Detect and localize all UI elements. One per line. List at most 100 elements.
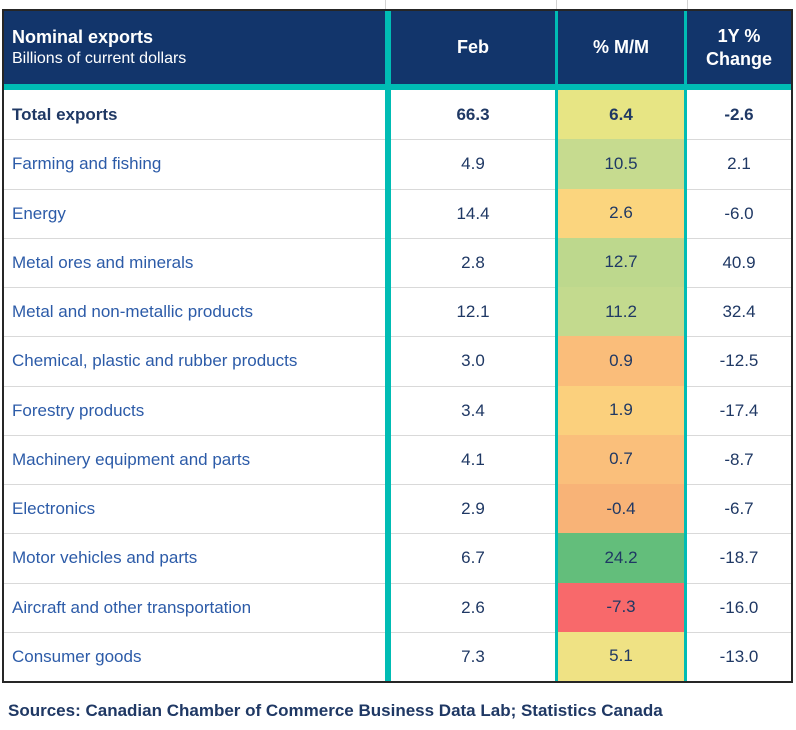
column-divider [385, 434, 391, 484]
mm-value: 6.4 [558, 90, 684, 140]
feb-value: 66.3 [456, 104, 490, 124]
yoy-value: -6.7 [687, 484, 791, 533]
header-yoy-text: 1Y % Change [706, 25, 772, 70]
mm-value: 0.7 [558, 434, 684, 484]
table-row: Metal ores and minerals 2.8 12.7 40.9 [4, 237, 791, 287]
yoy-value: -2.6 [724, 104, 754, 124]
feb-value: 7.3 [391, 631, 555, 681]
header-yoy: 1Y % Change [687, 11, 791, 84]
row-label: Chemical, plastic and rubber products [4, 336, 385, 385]
column-divider [684, 631, 687, 681]
column-divider [385, 11, 391, 84]
row-label: Metal and non-metallic products [4, 287, 385, 336]
yoy-value: -16.0 [687, 582, 791, 632]
yoy-value: -13.0 [687, 631, 791, 681]
column-divider [385, 582, 391, 632]
spreadsheet-gridline [687, 0, 688, 9]
header-yoy-line1: 1Y % [717, 26, 761, 46]
header-yoy-line2: Change [705, 48, 772, 69]
feb-value: 4.1 [391, 434, 555, 484]
feb-value: 4.9 [391, 139, 555, 188]
header-feb: Feb [456, 37, 489, 58]
column-divider [684, 90, 687, 140]
column-divider [555, 188, 558, 238]
column-divider [385, 188, 391, 238]
mm-value: 1.9 [558, 385, 684, 435]
column-divider [555, 533, 558, 583]
column-divider [385, 631, 391, 681]
table-row: Forestry products 3.4 1.9 -17.4 [4, 385, 791, 435]
feb-value: 14.4 [391, 188, 555, 238]
mm-value: 24.2 [558, 533, 684, 583]
feb-value: 2.6 [391, 582, 555, 632]
mm-value: 0.9 [558, 336, 684, 386]
table-row: Aircraft and other transportation 2.6 -7… [4, 582, 791, 632]
yoy-value: 32.4 [687, 287, 791, 336]
column-divider [385, 533, 391, 583]
header-underline [4, 84, 791, 90]
mm-value: -0.4 [558, 484, 684, 534]
row-label: Metal ores and minerals [4, 237, 385, 287]
column-divider [684, 336, 687, 386]
feb-value: 3.0 [391, 336, 555, 385]
column-divider [555, 582, 558, 632]
column-divider [684, 11, 687, 84]
table-header-row: Nominal exports Billions of current doll… [4, 11, 791, 84]
table-title: Nominal exports [12, 26, 154, 47]
row-label: Motor vehicles and parts [4, 533, 385, 582]
exports-table: Nominal exports Billions of current doll… [2, 9, 793, 683]
yoy-value: -6.0 [687, 188, 791, 238]
column-divider [555, 631, 558, 681]
mm-value: 5.1 [558, 631, 684, 681]
column-divider [684, 287, 687, 337]
row-label: Electronics [4, 484, 385, 533]
column-divider [385, 287, 391, 337]
column-divider [684, 434, 687, 484]
header-title-cell: Nominal exports Billions of current doll… [4, 11, 385, 84]
table-row: Motor vehicles and parts 6.7 24.2 -18.7 [4, 533, 791, 583]
mm-value: 2.6 [558, 188, 684, 238]
table-row: Total exports 66.3 6.4 -2.6 [4, 90, 791, 140]
column-divider [555, 385, 558, 435]
column-divider [555, 90, 558, 140]
column-divider [385, 139, 391, 189]
column-divider [684, 533, 687, 583]
feb-value: 3.4 [391, 385, 555, 435]
mm-value: 12.7 [558, 237, 684, 287]
row-label: Forestry products [4, 385, 385, 435]
column-divider [555, 11, 558, 84]
column-divider [385, 90, 391, 140]
column-divider [385, 336, 391, 386]
row-label: Aircraft and other transportation [4, 582, 385, 632]
column-divider [684, 139, 687, 189]
table-row: Metal and non-metallic products 12.1 11.… [4, 287, 791, 337]
column-divider [684, 385, 687, 435]
feb-value: 12.1 [391, 287, 555, 336]
spreadsheet-gridline [385, 0, 386, 9]
column-divider [555, 434, 558, 484]
column-divider [684, 237, 687, 287]
table-row: Chemical, plastic and rubber products 3.… [4, 336, 791, 386]
mm-value: -7.3 [558, 582, 684, 632]
column-divider [555, 287, 558, 337]
yoy-value: -12.5 [687, 336, 791, 385]
column-divider [684, 188, 687, 238]
yoy-value: -17.4 [687, 385, 791, 435]
yoy-value: -18.7 [687, 533, 791, 582]
header-mm: % M/M [593, 37, 649, 58]
mm-value: 10.5 [558, 139, 684, 189]
table-subtitle: Billions of current dollars [12, 50, 187, 68]
row-label: Total exports [12, 104, 118, 124]
column-divider [555, 484, 558, 534]
table-row: Electronics 2.9 -0.4 -6.7 [4, 484, 791, 534]
column-divider [385, 385, 391, 435]
row-label: Farming and fishing [4, 139, 385, 188]
sources-note: Sources: Canadian Chamber of Commerce Bu… [8, 701, 663, 720]
column-divider [684, 484, 687, 534]
feb-value: 2.8 [391, 237, 555, 287]
row-label: Consumer goods [4, 631, 385, 681]
table-row: Farming and fishing 4.9 10.5 2.1 [4, 139, 791, 189]
column-divider [684, 582, 687, 632]
column-divider [555, 139, 558, 189]
